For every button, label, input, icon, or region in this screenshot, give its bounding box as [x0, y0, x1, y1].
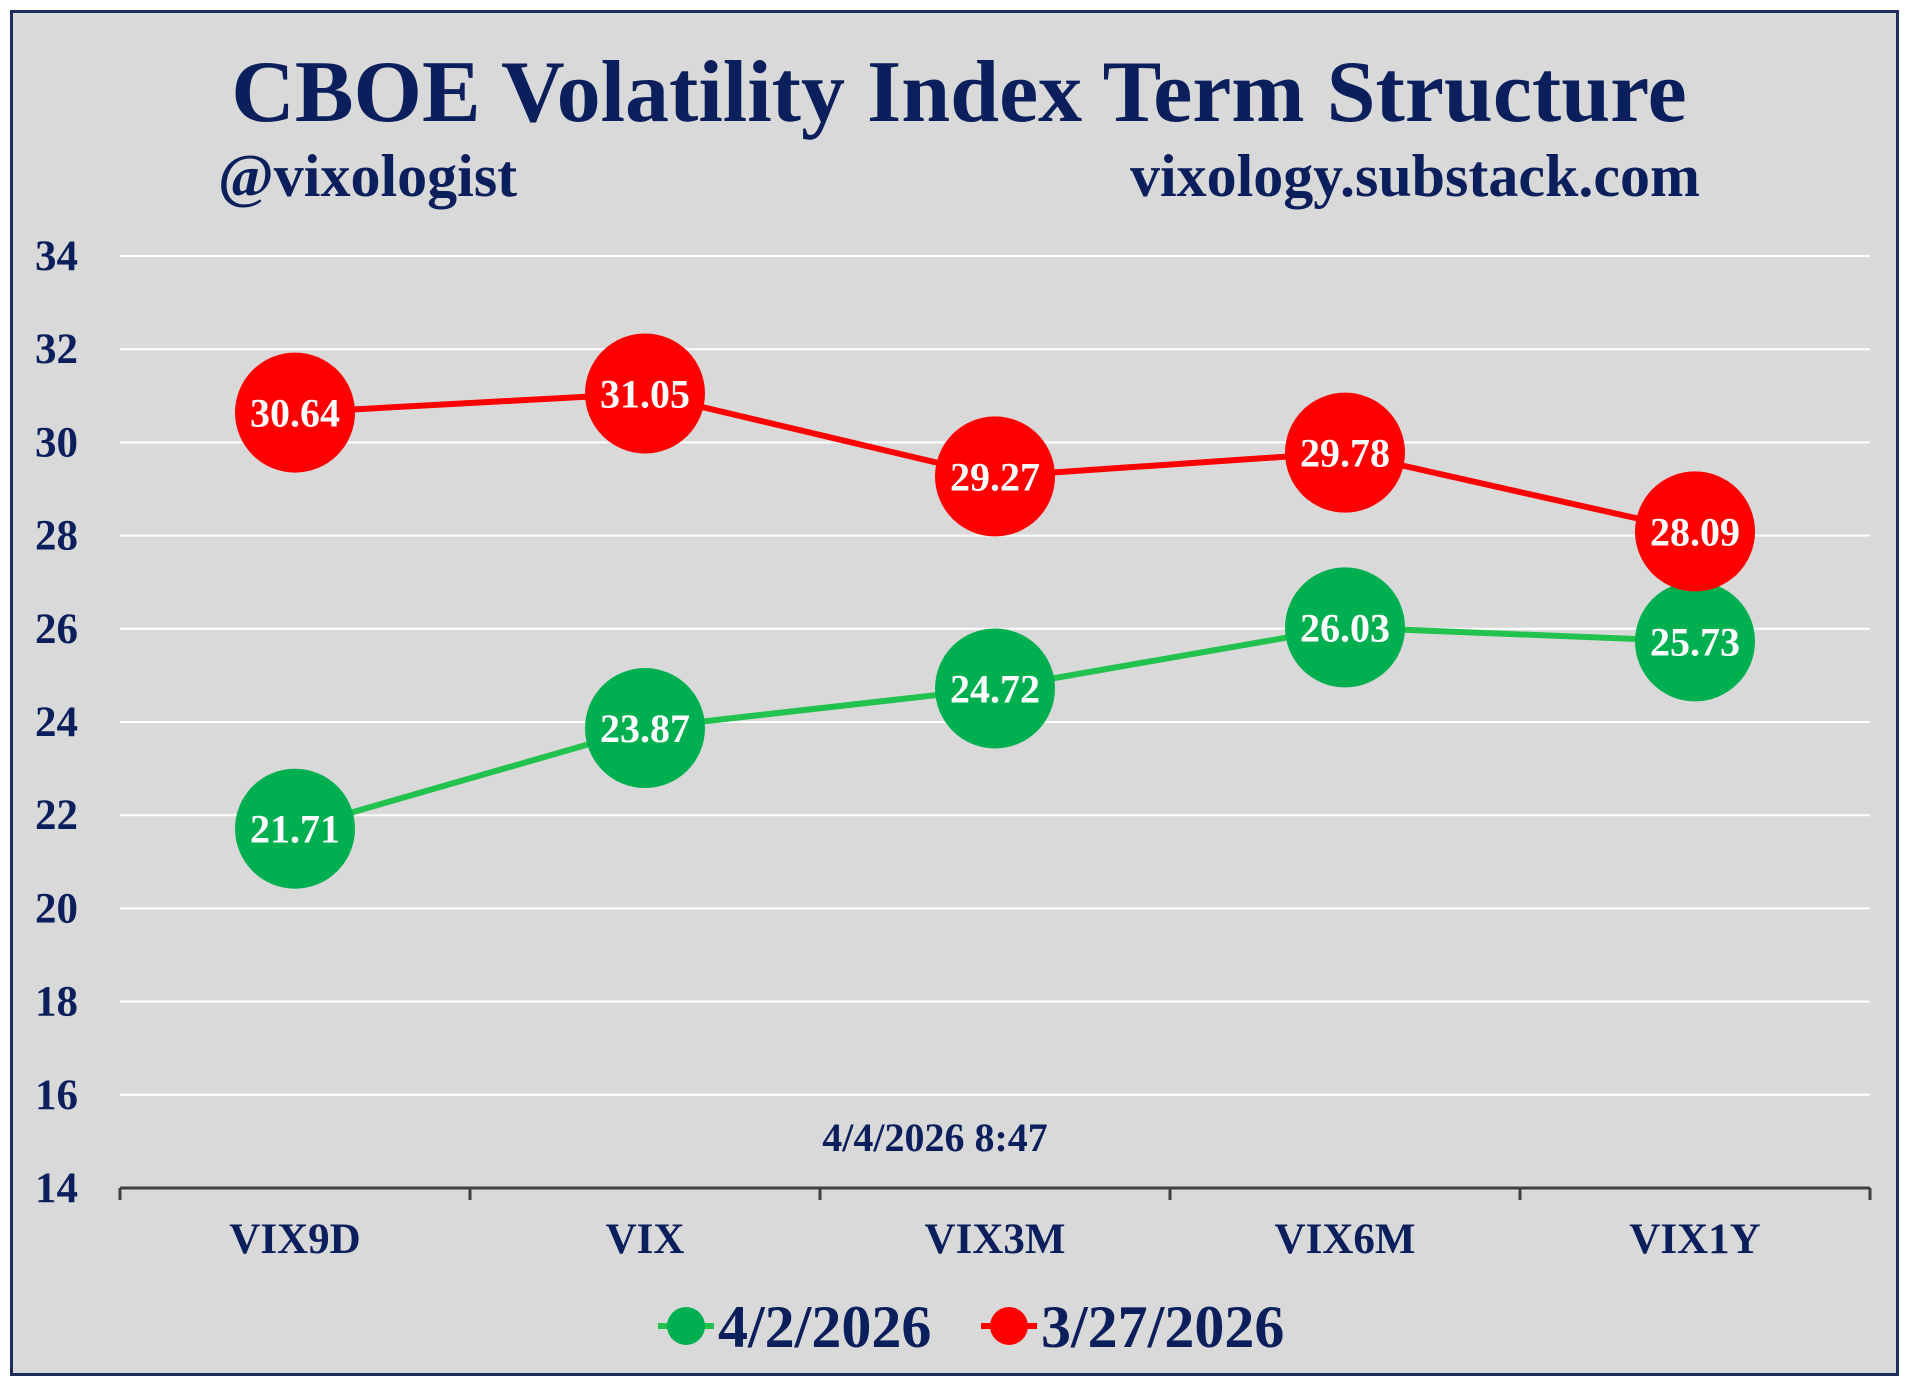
x-tick-label: VIX9D: [229, 1216, 360, 1263]
chart-svg: CBOE Volatility Index Term Structure @vi…: [35, 44, 1872, 1360]
data-point: [1635, 581, 1755, 702]
data-label: 26.03: [1300, 605, 1390, 650]
data-label: 29.27: [950, 454, 1040, 499]
series-1: 21.71 23.87 24.72 26.03 25.73: [235, 567, 1755, 889]
chart-frame: CBOE Volatility Index Term Structure @vi…: [10, 10, 1899, 1376]
x-tick-label: VIX1Y: [1629, 1216, 1760, 1263]
chart-title: CBOE Volatility Index Term Structure: [231, 44, 1686, 141]
x-tick-label: VIX: [606, 1216, 685, 1263]
data-label: 23.87: [600, 706, 690, 751]
y-tick-label: 14: [35, 1165, 78, 1212]
data-label: 21.71: [250, 807, 340, 852]
data-point: [585, 668, 705, 789]
data-point: [1285, 567, 1405, 688]
subtitle-url: vixology.substack.com: [1130, 143, 1700, 209]
subtitle-handle: @vixologist: [218, 143, 517, 209]
y-tick-label: 18: [35, 979, 78, 1026]
data-point: [585, 333, 705, 454]
legend-swatch-marker: [667, 1307, 705, 1345]
y-tick-label: 16: [35, 1072, 78, 1119]
y-tick-label: 30: [35, 419, 78, 466]
data-point: [935, 416, 1055, 537]
x-tick-label: VIX6M: [1275, 1216, 1416, 1263]
legend-swatch-marker: [990, 1307, 1028, 1345]
y-tick-label: 28: [35, 513, 78, 560]
y-tick-label: 32: [35, 326, 78, 373]
data-label: 24.72: [950, 666, 1040, 711]
data-label: 30.64: [250, 391, 340, 436]
data-point: [1285, 392, 1405, 513]
y-tick-label: 22: [35, 792, 78, 839]
data-label: 31.05: [600, 371, 690, 416]
x-tick-label: VIX3M: [925, 1216, 1066, 1263]
data-point: [235, 352, 355, 473]
data-point: [1635, 471, 1755, 592]
series-layer: 21.71 23.87 24.72 26.03 25.73 30.64 31.05 29.27…: [235, 333, 1755, 889]
data-label: 28.09: [1650, 509, 1740, 554]
y-tick-label: 20: [35, 885, 78, 932]
data-point: [235, 768, 355, 889]
y-tick-label: 24: [35, 699, 78, 746]
series-2: 30.64 31.05 29.27 29.78 28.09: [235, 333, 1755, 592]
data-label: 25.73: [1650, 619, 1740, 664]
y-tick-label: 26: [35, 606, 78, 653]
axis-layer: 14 16 18 20 22 24 26 28 30 32 34 VIX9D VIX VIX3M VIX6M…: [35, 233, 1872, 1263]
timestamp-label: 4/4/2026 8:47: [822, 1115, 1048, 1160]
y-tick-label: 34: [35, 233, 78, 280]
data-label: 29.78: [1300, 431, 1390, 476]
legend: 4/2/2026 3/27/2026: [658, 1294, 1284, 1360]
data-point: [935, 628, 1055, 749]
legend-label: 4/2/2026: [718, 1294, 931, 1360]
legend-label: 3/27/2026: [1041, 1294, 1284, 1360]
